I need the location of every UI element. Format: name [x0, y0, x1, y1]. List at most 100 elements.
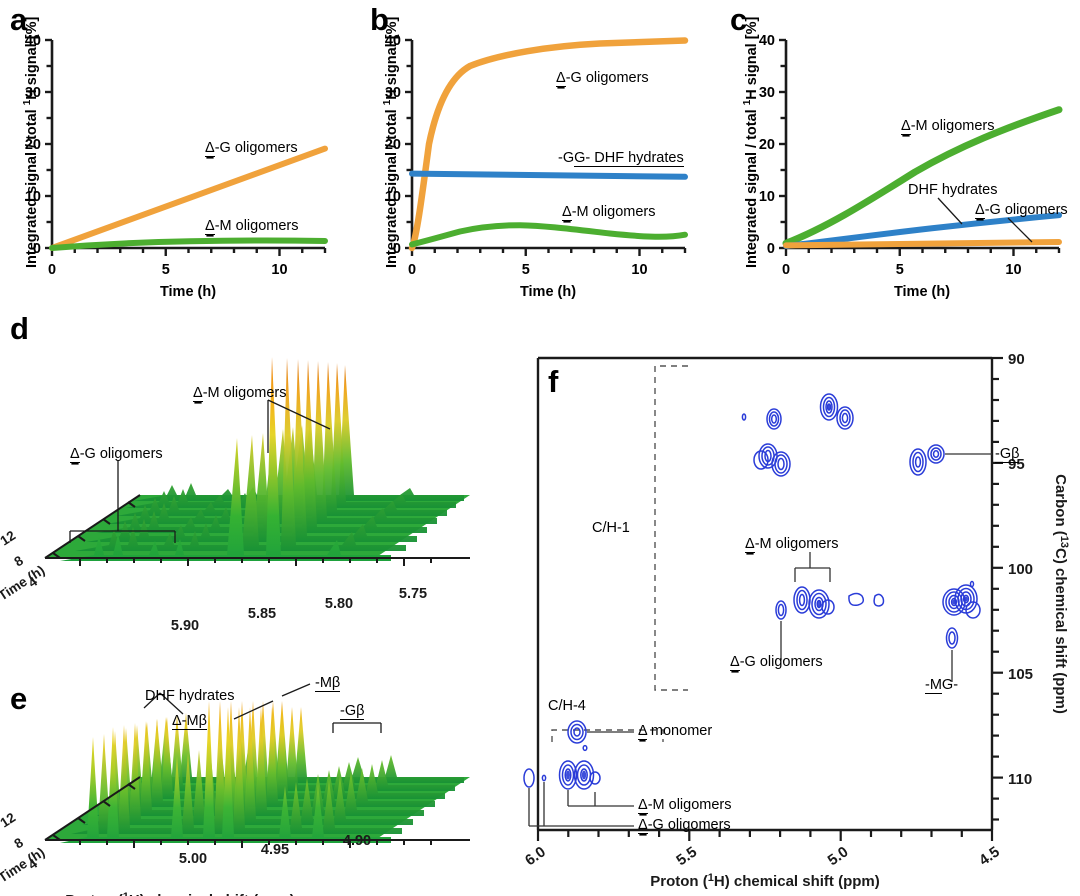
panel-b-label-dhf-hydrates: -GG- DHF hydrates [558, 150, 684, 167]
svg-text:0: 0 [767, 241, 775, 257]
panel-f-y-pre: Carbon ( [1052, 474, 1069, 536]
panel-f-y-axis-title: Carbon (13C) chemical shift (ppm) [1052, 474, 1070, 714]
panel-f-m1-post: -M oligomers [754, 536, 839, 552]
panel-e-annot-mbeta: -Mβ [315, 675, 341, 692]
panel-f-peak-label-g-oligomers-ch1: Δ-G oligomers [730, 654, 823, 671]
panel-f: 90 95 100 105 110 6.0 5.5 5.0 4.5 Proton [500, 330, 1080, 896]
svg-text:10: 10 [759, 189, 775, 205]
panel-f-ytick-90: 90 [1008, 351, 1025, 368]
panel-d-m-pre: Δ [193, 385, 203, 402]
panel-b: b Integrated signal / total 1H signal [%… [360, 0, 720, 305]
panel-e-mb-pre: -M [315, 675, 332, 692]
panel-e-time-axis-title: Time (h) [0, 844, 47, 885]
panel-f-contours [523, 393, 981, 790]
panel-a: a Integrated signal / total 1H signal [%… [0, 0, 360, 305]
panel-d-tick-585: 5.85 [248, 606, 276, 622]
svg-text:5: 5 [522, 262, 530, 278]
panel-c-label-g-oligomers: Δ-G oligomers [975, 202, 1068, 219]
panel-e-dhf-text: DHF hydrates [145, 688, 235, 704]
svg-text:30: 30 [25, 85, 41, 101]
panel-d-time-axis-title: Time (h) [0, 562, 47, 603]
panel-f-peak-label-gbeta: -Gβ [995, 446, 1020, 463]
panel-f-xtick-50: 5.0 [825, 843, 852, 869]
panel-f-gb-pre: -G [995, 446, 1012, 463]
panel-b-label-m-oligomers: Δ-M oligomers [562, 204, 655, 221]
panel-c-dhf-post: DHF hydrates [908, 182, 998, 198]
svg-text:10: 10 [385, 189, 401, 205]
panel-c-m-post: -M oligomers [910, 118, 995, 134]
panel-f-ytick-95: 95 [1008, 456, 1025, 473]
panel-e-tick-12: 12 [0, 810, 18, 831]
panel-f-mono-post: monomer [646, 723, 713, 739]
panel-f-2d-nmr-plot: 90 95 100 105 110 6.0 5.5 5.0 4.5 Proton [522, 351, 1070, 890]
panel-e-x-post: H) chemical shift (ppm) [129, 892, 295, 896]
panel-b-g-post: -G oligomers [565, 70, 649, 86]
panel-f-y-post: C) chemical shift (ppm) [1052, 548, 1069, 714]
panel-f-contour-cores [566, 404, 968, 780]
panel-f-ch4-text: C/H-4 [548, 698, 586, 714]
panel-d-tick-580: 5.80 [325, 596, 353, 612]
svg-text:20: 20 [385, 137, 401, 153]
panel-f-x-post: H) chemical shift (ppm) [714, 873, 880, 890]
panel-d-tick-12: 12 [0, 528, 18, 549]
panel-b-m-pre: Δ [562, 204, 572, 221]
svg-text:30: 30 [759, 85, 775, 101]
panel-c-label-m-oligomers: Δ-M oligomers [901, 118, 995, 135]
panel-f-y-sup: 13 [1058, 536, 1070, 548]
panel-a-g-pre: Δ [205, 140, 215, 157]
panel-f-xtick-55: 5.5 [673, 843, 700, 869]
panel-f-m1-pre: Δ [745, 536, 755, 553]
panel-e-dmb-post: β [198, 713, 207, 730]
panel-f-g4-post: -G oligomers [647, 817, 731, 833]
panel-f-peak-label-m-oligomers-ch4: Δ-M oligomers [638, 797, 731, 814]
panel-d-g-pre: Δ [70, 446, 80, 463]
panel-e-label: e [10, 681, 28, 716]
panel-a-m-post: -M oligomers [214, 218, 299, 234]
panel-e: e [0, 665, 500, 896]
svg-text:10: 10 [25, 189, 41, 205]
svg-text:5: 5 [896, 262, 904, 278]
panel-e-gb-pre: -G [340, 703, 357, 720]
panel-e-mb-post: β [331, 675, 341, 692]
panel-f-x-pre: Proton ( [650, 873, 708, 890]
panel-e-x-pre: Proton ( [65, 892, 123, 896]
svg-text:5: 5 [162, 262, 170, 278]
panel-d-g-post: -G oligomers [79, 446, 163, 462]
panel-f-peak-label-mg: -MG- [925, 677, 959, 694]
panel-f-peak-label-g-oligomers-ch4: Δ-G oligomers [638, 817, 731, 834]
panel-b-g-pre: Δ [556, 70, 566, 87]
panel-f-region-ch1-box [654, 365, 688, 691]
panel-f-m4-pre: Δ [638, 797, 648, 814]
panel-f-region-label-ch4: C/H-4 [548, 698, 586, 714]
panel-b-plot: 0 10 20 30 40 0 5 10 Time (h) [385, 33, 689, 300]
panel-f-g4-pre: Δ [638, 817, 648, 834]
panel-f-x-sup: 1 [708, 872, 714, 884]
panel-f-ytick-105: 105 [1008, 666, 1033, 683]
panel-b-x-axis-title: Time (h) [520, 284, 576, 300]
panel-c-g-pre: Δ [975, 202, 985, 219]
svg-text:0: 0 [33, 241, 41, 257]
panel-e-dmb-pre: Δ-M [172, 713, 199, 730]
panel-f-gb-post: β [1011, 446, 1020, 463]
panel-f-x-axis-title: Proton (1H) chemical shift (ppm) [650, 872, 879, 890]
panel-f-region-ch4-box [551, 729, 664, 742]
panel-f-region-label-ch1: C/H-1 [592, 520, 630, 536]
panel-e-x-axis-title: Proton (1H) chemical shift (ppm) [65, 891, 294, 896]
panel-e-tick-495: 4.95 [261, 842, 289, 858]
svg-text:10: 10 [631, 262, 647, 278]
svg-text:0: 0 [48, 262, 56, 278]
panel-e-x-sup: 1 [123, 891, 129, 896]
panel-e-waterfall-plot: 5.00 4.95 4.90 4 8 12 Time (h) Proton (1… [0, 683, 470, 896]
panel-e-gb-post: β [356, 703, 365, 720]
panel-d-tick-590: 5.90 [171, 618, 199, 634]
svg-text:40: 40 [385, 33, 401, 49]
panel-a-label: a [10, 2, 28, 37]
panel-a-label-m-oligomers: Δ-M oligomers [205, 218, 299, 235]
panel-f-xtick-60: 6.0 [522, 843, 549, 869]
panel-b-dhf-pre: -G [558, 150, 575, 166]
panel-c-plot: 0 10 20 30 40 0 5 10 Time (h) [759, 33, 1063, 300]
panel-d: d [0, 305, 500, 670]
panel-f-mg-post: G- [941, 677, 959, 693]
panel-b-dhf-post: G- DHF hydrates [574, 150, 684, 167]
svg-text:0: 0 [408, 262, 416, 278]
